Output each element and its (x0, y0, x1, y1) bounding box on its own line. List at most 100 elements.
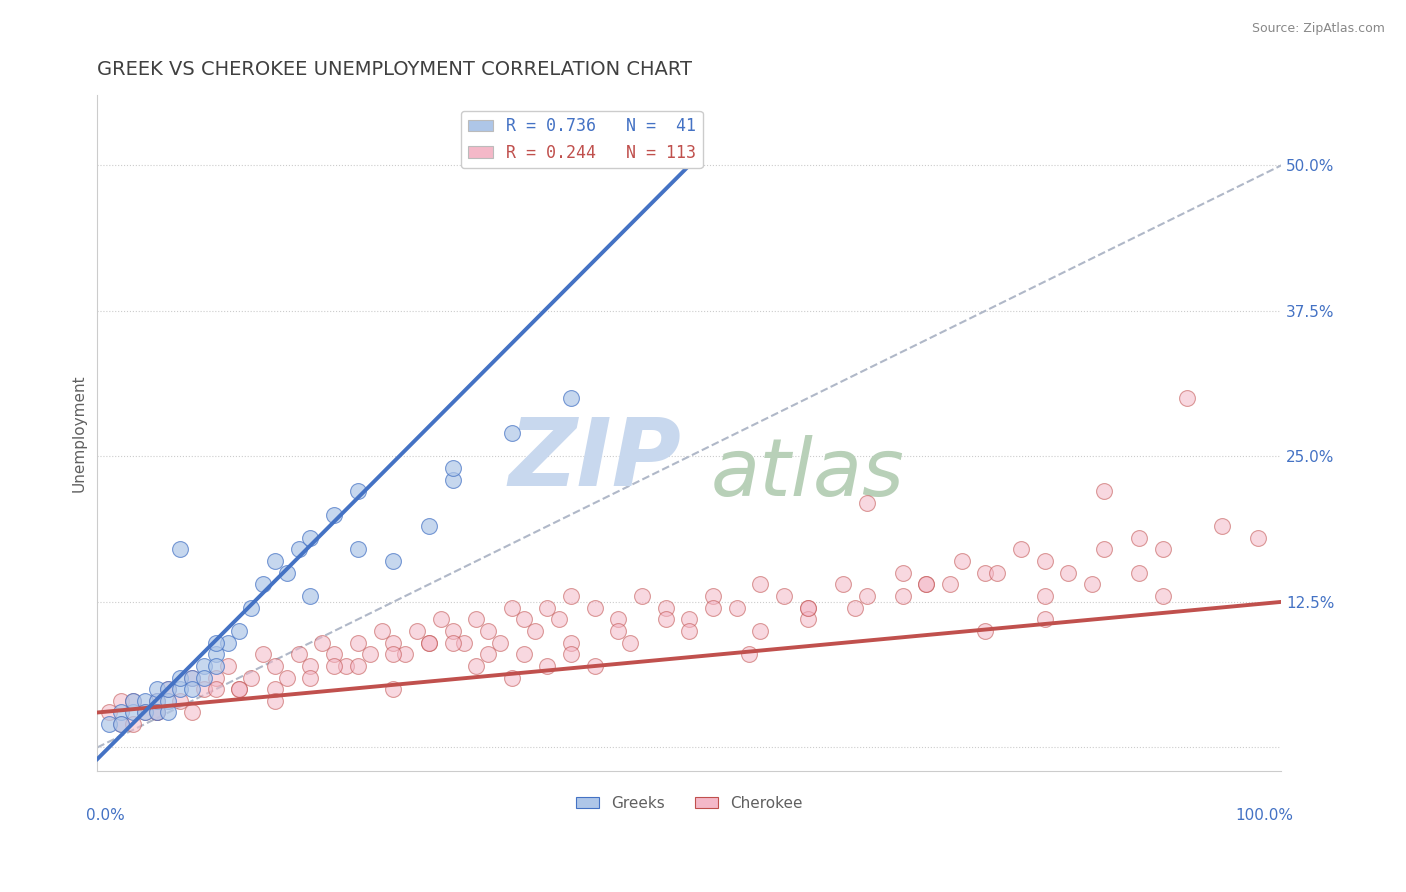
Point (631, 589, 654, 603)
Point (264, 554, 287, 568)
Point (157, 694, 180, 708)
Point (122, 706, 145, 720)
Y-axis label: Unemployment: Unemployment (72, 375, 86, 491)
Point (394, 647, 416, 661)
Point (252, 577, 274, 591)
Point (654, 600, 676, 615)
Point (1152, 542, 1174, 557)
Point (725, 600, 748, 615)
Point (335, 659, 357, 673)
Point (347, 484, 370, 499)
Point (204, 635, 226, 649)
Point (1033, 589, 1056, 603)
Point (347, 542, 370, 557)
Point (382, 554, 405, 568)
Point (418, 519, 440, 533)
Point (441, 473, 464, 487)
Point (299, 531, 322, 545)
Point (299, 659, 322, 673)
Point (974, 624, 997, 638)
Point (98, 717, 121, 731)
Point (145, 682, 167, 697)
Point (1247, 531, 1270, 545)
Point (477, 647, 499, 661)
Point (145, 694, 167, 708)
Point (122, 694, 145, 708)
Point (1081, 577, 1104, 591)
Point (240, 671, 263, 685)
Point (832, 577, 855, 591)
Point (323, 659, 346, 673)
Point (382, 635, 405, 649)
Point (181, 671, 204, 685)
Point (512, 612, 534, 626)
Point (1033, 612, 1056, 626)
Point (583, 659, 606, 673)
Point (382, 647, 405, 661)
Point (204, 671, 226, 685)
Point (122, 694, 145, 708)
Point (347, 659, 370, 673)
Point (145, 706, 167, 720)
Point (950, 554, 973, 568)
Point (193, 682, 215, 697)
Point (311, 635, 333, 649)
Point (382, 682, 405, 697)
Point (276, 566, 298, 580)
Point (465, 612, 488, 626)
Point (217, 635, 239, 649)
Point (418, 635, 440, 649)
Point (986, 566, 1008, 580)
Point (299, 671, 322, 685)
Point (512, 647, 534, 661)
Point (264, 682, 287, 697)
Point (891, 589, 914, 603)
Point (204, 682, 226, 697)
Point (856, 496, 879, 510)
Point (560, 589, 582, 603)
Point (477, 624, 499, 638)
Point (1175, 391, 1198, 405)
Point (1211, 519, 1233, 533)
Point (122, 717, 145, 731)
Point (110, 706, 132, 720)
Point (228, 624, 250, 638)
Point (607, 612, 630, 626)
Point (749, 624, 772, 638)
Point (891, 566, 914, 580)
Point (252, 647, 274, 661)
Point (678, 624, 700, 638)
Text: ZIP: ZIP (508, 414, 681, 506)
Point (98, 706, 121, 720)
Point (110, 717, 132, 731)
Point (1057, 566, 1080, 580)
Point (441, 461, 464, 475)
Point (323, 647, 346, 661)
Point (1010, 542, 1032, 557)
Point (287, 542, 309, 557)
Point (797, 600, 820, 615)
Point (145, 706, 167, 720)
Point (181, 682, 204, 697)
Point (110, 717, 132, 731)
Point (915, 577, 938, 591)
Point (169, 694, 191, 708)
Point (1033, 554, 1056, 568)
Point (607, 624, 630, 638)
Point (169, 682, 191, 697)
Point (347, 635, 370, 649)
Point (749, 577, 772, 591)
Point (193, 671, 215, 685)
Point (145, 694, 167, 708)
Point (240, 600, 263, 615)
Point (583, 600, 606, 615)
Point (157, 682, 180, 697)
Point (228, 682, 250, 697)
Point (276, 671, 298, 685)
Point (856, 589, 879, 603)
Point (181, 706, 204, 720)
Point (217, 659, 239, 673)
Point (145, 706, 167, 720)
Point (110, 694, 132, 708)
Point (228, 682, 250, 697)
